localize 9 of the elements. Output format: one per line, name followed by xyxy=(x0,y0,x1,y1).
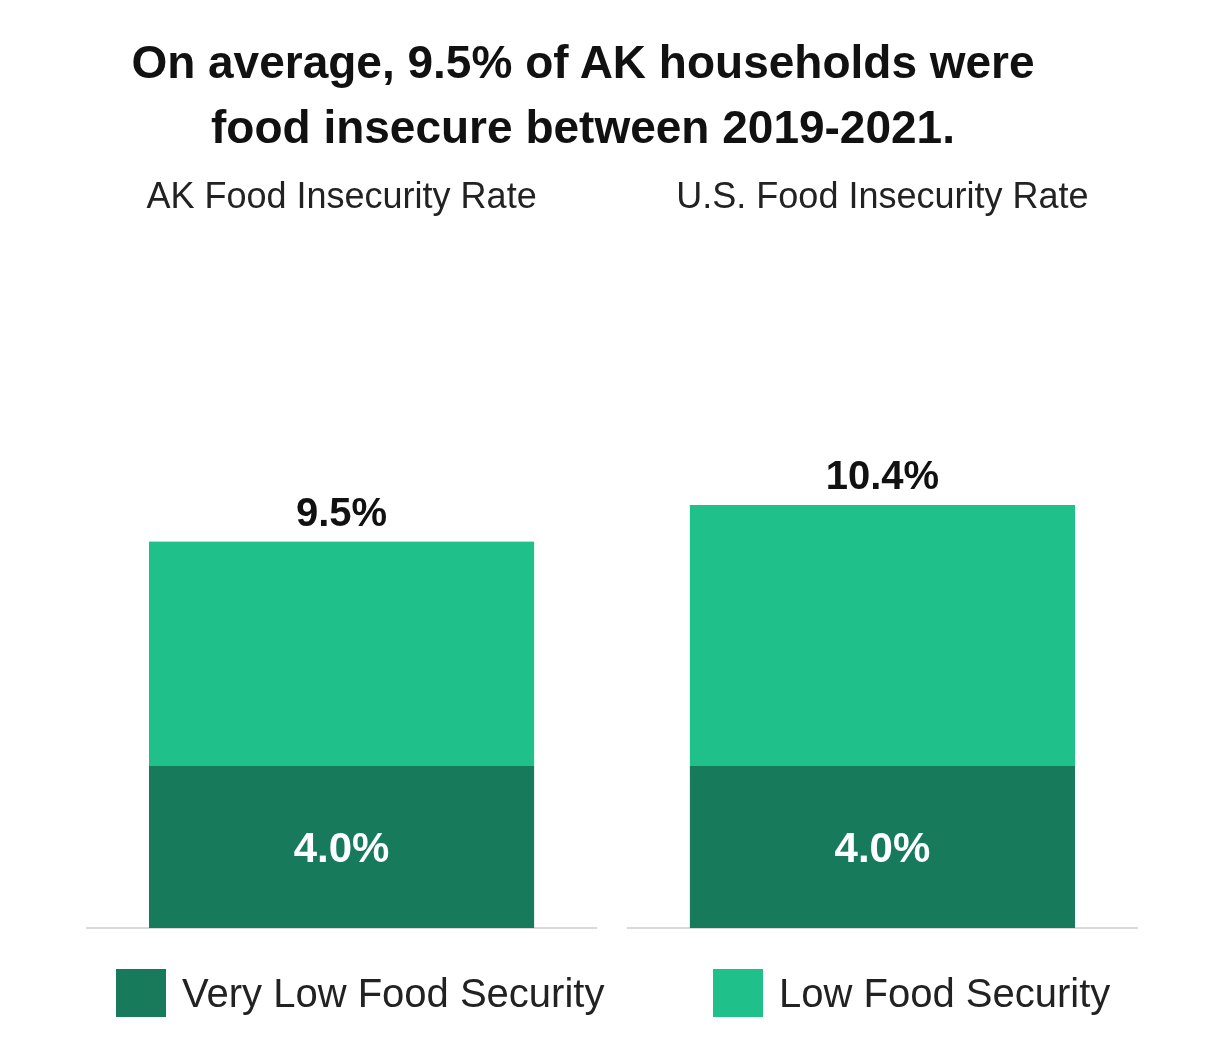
data-label: 4.0% xyxy=(293,823,390,871)
legend-label: Low Food Security xyxy=(779,971,1111,1015)
x-tick-label: AK Food Insecurity Rate xyxy=(146,175,537,216)
x-tick-label: U.S. Food Insecurity Rate xyxy=(676,175,1089,216)
total-label: 9.5% xyxy=(295,489,388,534)
data-label: 4.0% xyxy=(834,823,931,871)
chart-title: On average, 9.5% of AK households were food insecure between 2019-2021. xyxy=(131,36,1035,153)
total-label: 10.4% xyxy=(825,453,940,497)
legend-label: Very Low Food Security xyxy=(182,971,605,1015)
